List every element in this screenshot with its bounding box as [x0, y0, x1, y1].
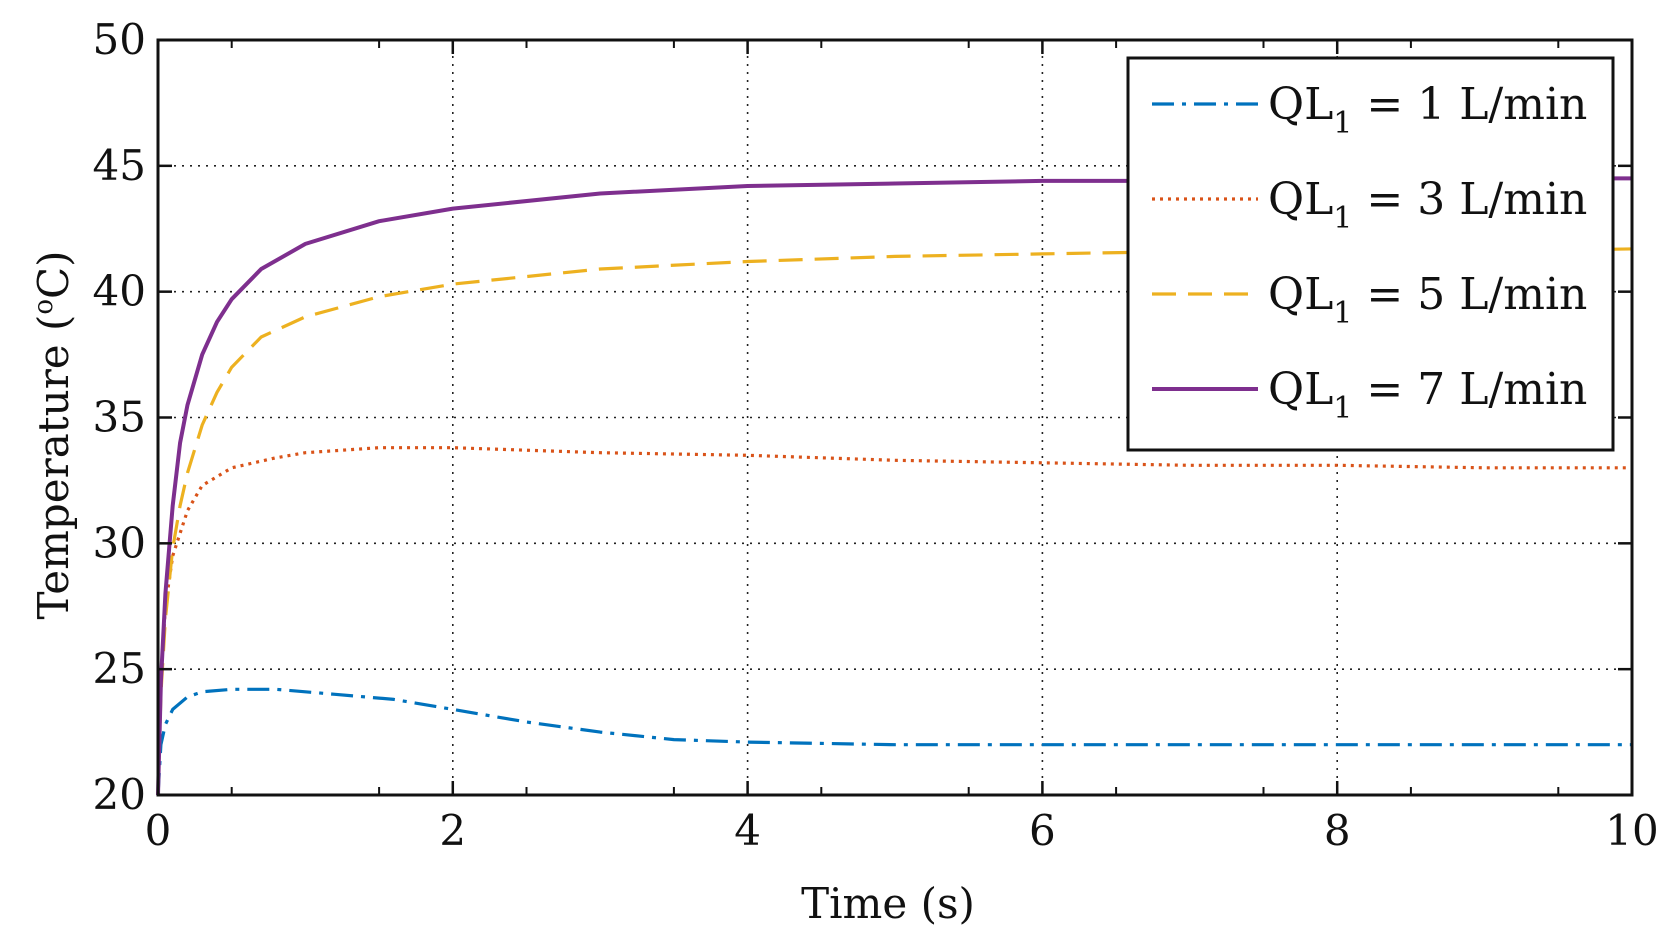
legend-label-main: QL — [1268, 79, 1333, 130]
axis-ticks — [156, 38, 1634, 797]
legend-label-rest: = 3 L/min — [1352, 174, 1587, 225]
legend-label-sub: 1 — [1333, 201, 1352, 236]
x-tick-label: 8 — [1324, 806, 1351, 855]
x-tick-label: 10 — [1605, 806, 1658, 855]
legend-label-sub: 1 — [1333, 296, 1352, 331]
y-axis-title-unit: C) — [29, 250, 78, 299]
x-axis-title: Time (s) — [801, 879, 975, 928]
y-tick-label: 35 — [93, 393, 146, 442]
y-tick-label: 30 — [93, 518, 146, 567]
y-tick-label: 40 — [93, 267, 146, 316]
x-tick-label: 4 — [734, 806, 761, 855]
legend-label-3: QL1 = 5 L/min — [1268, 269, 1587, 331]
legend-box — [1126, 56, 1615, 452]
legend-label-rest: = 5 L/min — [1352, 269, 1587, 320]
legend-label-rest: = 1 L/min — [1352, 79, 1587, 130]
x-tick-label: 0 — [145, 806, 172, 855]
legend-label-main: QL — [1268, 174, 1333, 225]
y-tick-label: 50 — [93, 15, 146, 64]
legend-label-main: QL — [1268, 364, 1333, 415]
y-axis-title-degree: o — [29, 299, 59, 315]
legend-label-rest: = 7 L/min — [1352, 364, 1587, 415]
series-line-1 — [156, 687, 1632, 796]
legend-label-main: QL — [1268, 269, 1333, 320]
legend-label-1: QL1 = 1 L/min — [1268, 79, 1587, 141]
legend-label-sub: 1 — [1333, 391, 1352, 426]
y-tick-label: 45 — [93, 141, 146, 190]
series-line-2 — [156, 446, 1632, 796]
y-tick-label: 20 — [93, 770, 146, 819]
tick-labels: 0 2 4 6 8 10 20 25 30 35 40 45 50 — [93, 15, 1659, 855]
x-tick-label: 6 — [1029, 806, 1056, 855]
legend-label-sub: 1 — [1333, 106, 1352, 141]
y-tick-label: 25 — [93, 644, 146, 693]
y-axis-title-text: Temperature ( — [29, 315, 78, 620]
legend-label-2: QL1 = 3 L/min — [1268, 174, 1587, 236]
y-axis-title: Temperature (oC) — [29, 250, 78, 619]
legend-label-4: QL1 = 7 L/min — [1268, 364, 1587, 426]
x-tick-label: 2 — [439, 806, 466, 855]
